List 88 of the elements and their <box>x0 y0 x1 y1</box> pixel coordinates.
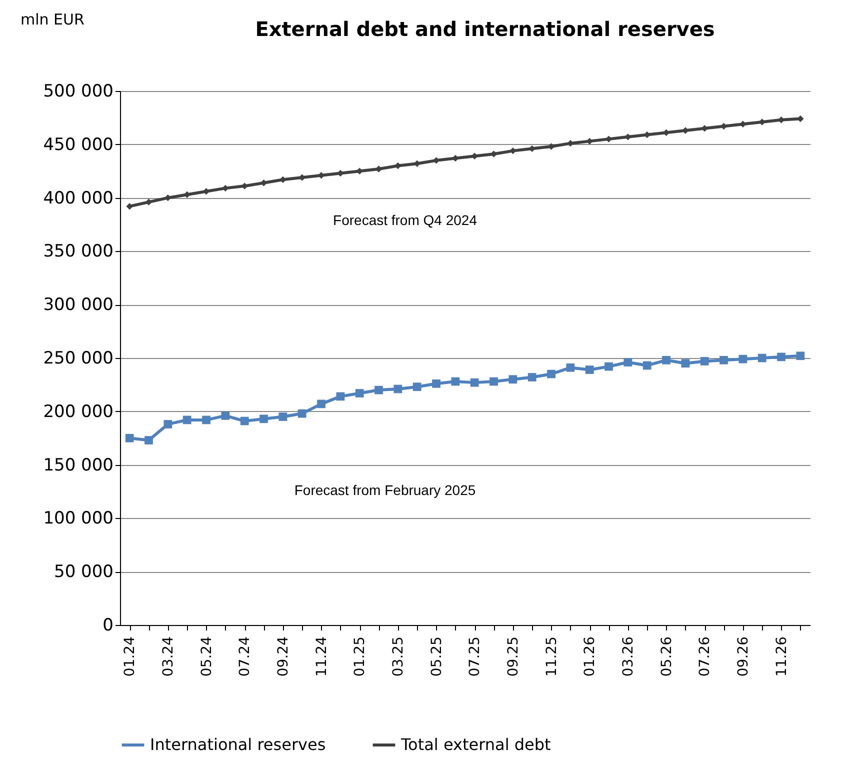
point <box>508 375 518 384</box>
point <box>278 412 288 421</box>
point <box>470 378 479 387</box>
y-tick-label: 200 000 <box>43 402 114 422</box>
y-axis-title: mln EUR <box>20 10 84 28</box>
point <box>298 409 306 418</box>
x-tick-label: 09.24 <box>275 636 292 677</box>
x-tick-label: 09.26 <box>735 636 752 677</box>
x-tick-label: 03.24 <box>160 636 176 677</box>
point <box>182 416 192 424</box>
point <box>547 370 556 378</box>
point <box>355 389 364 398</box>
x-tick-label: 01.24 <box>122 636 138 677</box>
legend-label: Total external debt <box>400 735 551 754</box>
point <box>451 377 460 386</box>
point <box>566 363 575 372</box>
legend-label: International reserves <box>150 735 326 754</box>
point <box>642 361 652 370</box>
x-tick-label: 07.24 <box>237 636 254 677</box>
point <box>624 358 632 366</box>
x-tick-label: 03.26 <box>620 636 636 677</box>
point <box>164 420 172 428</box>
point <box>758 354 766 362</box>
x-tick-label: 07.25 <box>467 636 484 677</box>
x-tick-label: 01.25 <box>352 636 368 677</box>
point <box>738 354 748 364</box>
point <box>144 436 153 444</box>
y-tick-label: 50 000 <box>54 562 114 582</box>
x-tick-label: 09.25 <box>505 636 522 677</box>
point <box>280 176 286 183</box>
point <box>202 416 210 424</box>
point <box>241 182 248 190</box>
y-tick-label: 450 000 <box>43 134 114 155</box>
point <box>758 118 766 126</box>
point <box>222 184 229 192</box>
x-tick-label: 01.26 <box>582 636 598 677</box>
point <box>701 125 708 132</box>
point <box>412 382 422 392</box>
point <box>356 168 363 174</box>
point <box>394 384 402 394</box>
x-tick-label: 11.25 <box>544 636 560 677</box>
point <box>624 134 632 140</box>
point <box>585 366 594 374</box>
point <box>298 174 306 181</box>
point <box>374 386 383 394</box>
point <box>432 379 440 388</box>
point <box>528 373 536 382</box>
point <box>414 160 420 167</box>
point <box>740 120 746 128</box>
y-tick-label: 150 000 <box>43 455 114 476</box>
point <box>145 198 152 206</box>
point <box>126 202 133 210</box>
point <box>682 127 689 134</box>
x-tick-label: 11.26 <box>774 636 790 677</box>
x-tick-label: 05.24 <box>198 636 215 677</box>
point <box>221 411 230 420</box>
annotation: Forecast from Q4 2024 <box>333 212 478 228</box>
point <box>336 392 345 401</box>
x-tick-label: 11.24 <box>314 636 330 677</box>
annotation: Forecast from February 2025 <box>294 482 476 498</box>
point <box>240 416 249 426</box>
point <box>125 434 134 442</box>
point <box>184 191 190 198</box>
y-tick-label: 350 000 <box>43 242 114 262</box>
point <box>777 352 786 362</box>
y-tick-label: 400 000 <box>43 188 114 208</box>
x-tick-label: 07.26 <box>697 636 714 677</box>
point <box>260 414 268 424</box>
x-tick-label: 03.25 <box>390 636 406 677</box>
point <box>720 356 728 364</box>
y-tick-label: 250 000 <box>43 348 114 368</box>
point <box>681 359 690 368</box>
point <box>700 357 709 366</box>
x-tick-label: 05.25 <box>428 636 445 677</box>
chart-title: External debt and international reserves <box>255 17 715 41</box>
point <box>662 356 670 364</box>
point <box>164 194 172 202</box>
point <box>490 377 498 386</box>
y-tick-label: 0 <box>102 616 114 636</box>
point <box>604 362 613 371</box>
y-tick-label: 500 000 <box>43 82 114 102</box>
point <box>317 400 326 408</box>
point <box>797 115 804 122</box>
y-tick-label: 300 000 <box>43 295 114 316</box>
point <box>796 352 805 360</box>
y-tick-label: 100 000 <box>43 508 114 529</box>
point <box>471 152 478 160</box>
x-tick-label: 05.26 <box>658 636 675 677</box>
